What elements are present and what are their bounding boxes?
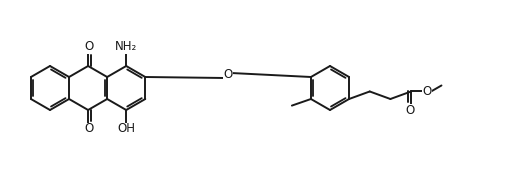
Text: O: O (406, 104, 414, 117)
Text: O: O (223, 68, 233, 81)
Text: O: O (422, 85, 432, 98)
Text: OH: OH (117, 122, 135, 136)
Text: O: O (84, 122, 94, 136)
Text: O: O (84, 41, 94, 53)
Text: NH₂: NH₂ (115, 41, 137, 53)
